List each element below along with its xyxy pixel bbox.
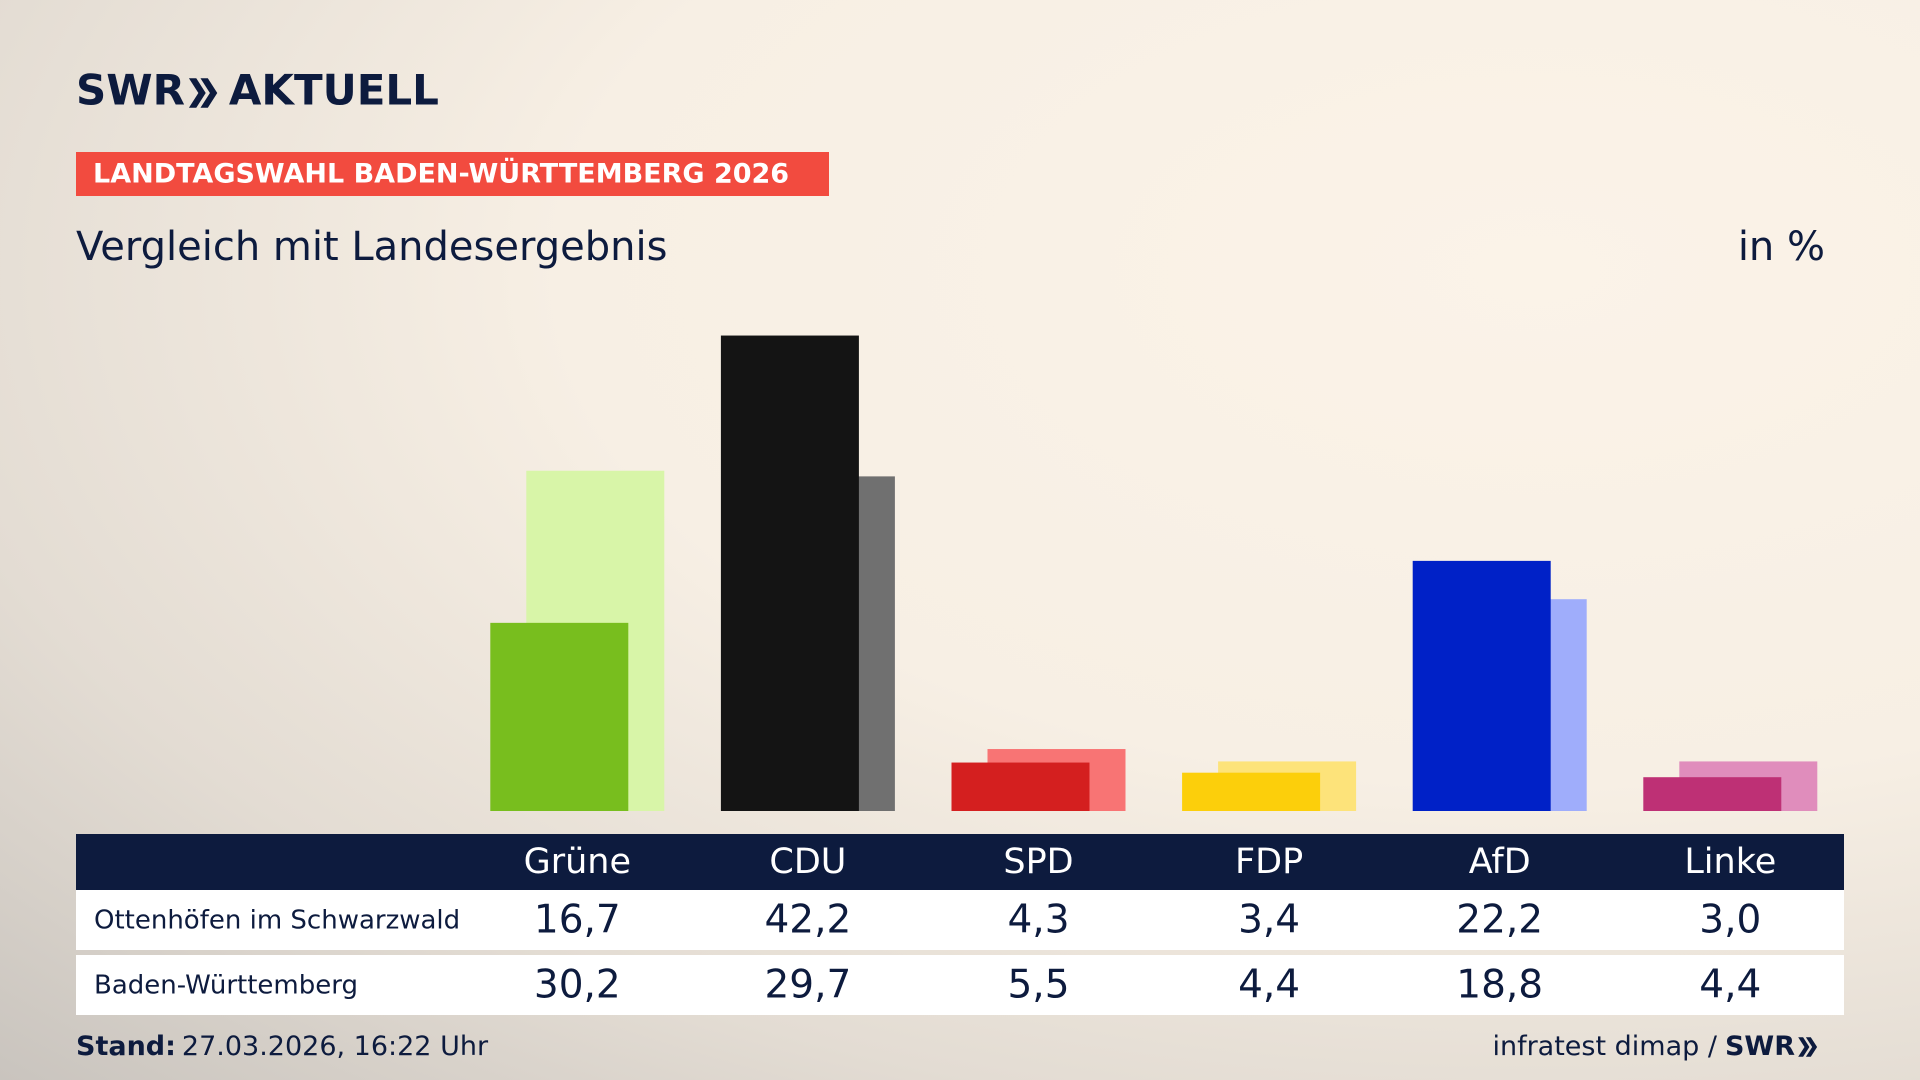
column-header: Grüne xyxy=(524,842,631,882)
value-label: 16,7 xyxy=(534,898,621,943)
table-row xyxy=(76,955,1844,1015)
footnote: Stand: 27.03.2026, 16:22 Uhr xyxy=(76,1031,489,1062)
column-header: FDP xyxy=(1235,842,1303,882)
bar xyxy=(1643,777,1782,811)
kicker-bg xyxy=(76,152,829,196)
bar xyxy=(1182,772,1321,811)
bar xyxy=(490,622,629,811)
bar xyxy=(951,762,1090,811)
kicker: LANDTAGSWAHL BADEN-WÜRTTEMBERG 2026 xyxy=(93,157,789,190)
value-label: 22,2 xyxy=(1456,898,1543,943)
brand-chevrons xyxy=(188,78,218,108)
source: infratest dimap / SWR xyxy=(1492,1031,1795,1062)
bar xyxy=(720,335,859,811)
value-label: 30,2 xyxy=(534,963,621,1008)
value-label: 4,4 xyxy=(1699,963,1761,1008)
value-label: 29,7 xyxy=(764,963,851,1008)
value-label: 4,4 xyxy=(1238,963,1300,1008)
source-name: infratest dimap / xyxy=(1492,1031,1717,1062)
value-label: 18,8 xyxy=(1456,963,1543,1008)
table-header xyxy=(76,834,1844,890)
row-label: Baden-Württemberg xyxy=(94,971,358,1001)
brand: SWR xyxy=(76,66,185,115)
column-header: AfD xyxy=(1469,842,1531,882)
column-header: Linke xyxy=(1684,842,1776,882)
chevron xyxy=(1798,1037,1810,1057)
source-brand: SWR xyxy=(1725,1031,1795,1062)
footnote-date: 27.03.2026, 16:22 Uhr xyxy=(182,1031,489,1062)
chevron xyxy=(188,78,206,108)
unit-label: in % xyxy=(1738,224,1825,270)
value-label: 5,5 xyxy=(1007,963,1069,1008)
value-label: 3,0 xyxy=(1699,898,1761,943)
row-label: Ottenhöfen im Schwarzwald xyxy=(94,906,460,936)
value-label: 4,3 xyxy=(1007,898,1069,943)
chevron xyxy=(200,78,218,108)
value-label: 42,2 xyxy=(764,898,851,943)
chart-title: Vergleich mit Landesergebnis xyxy=(76,224,667,270)
chevron xyxy=(1805,1037,1818,1057)
bar xyxy=(1412,560,1551,811)
table-row xyxy=(76,890,1844,950)
column-header: CDU xyxy=(769,842,846,882)
footnote-label: Stand: xyxy=(76,1031,176,1062)
column-header: SPD xyxy=(1003,842,1073,882)
brand-suffix: AKTUELL xyxy=(229,66,439,115)
source-chevrons xyxy=(1798,1037,1818,1057)
value-label: 3,4 xyxy=(1238,898,1300,943)
